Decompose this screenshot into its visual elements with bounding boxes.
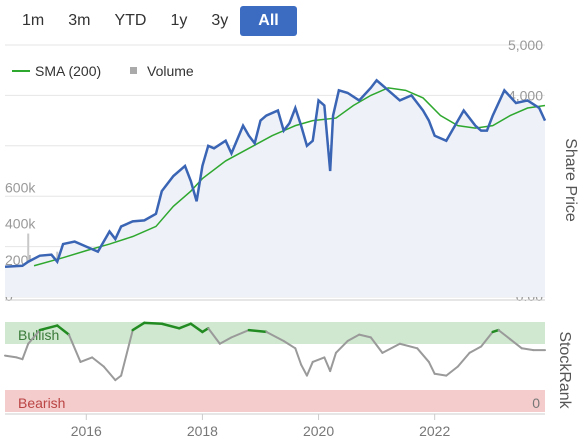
stockrank-segment xyxy=(311,356,326,363)
stockrank-segment xyxy=(218,336,233,345)
stockrank-segment xyxy=(416,347,430,363)
stockrank-segment xyxy=(509,338,523,350)
stockrank-segment xyxy=(67,333,82,363)
stockrank-segment xyxy=(56,324,71,336)
stockrank-segment xyxy=(334,340,349,354)
price-axis-title: Share Price xyxy=(562,138,578,222)
stockrank-segment xyxy=(398,342,419,350)
legend-sma-label: SMA (200) xyxy=(35,63,101,79)
price-tick-label: 4,000 xyxy=(508,87,543,103)
stockrank-segment xyxy=(427,360,436,375)
stockrank-axis-title: StockRank xyxy=(556,331,573,409)
stockrank-segment xyxy=(282,340,297,350)
price-line xyxy=(4,78,547,269)
stockrank-segment xyxy=(323,356,332,373)
x-tick-label: 2016 xyxy=(71,423,102,437)
volume-tick-label: 400k xyxy=(5,216,36,232)
bearish-label: Bearish xyxy=(18,395,65,411)
stockrank-segment xyxy=(480,330,494,348)
sma-line xyxy=(33,87,546,267)
stockrank-segment xyxy=(381,342,401,354)
stockrank-segment xyxy=(358,333,372,339)
range-button-ytd[interactable]: YTD xyxy=(114,12,147,29)
stockrank-segment xyxy=(433,372,448,377)
bearish-band xyxy=(5,390,545,412)
stockrank-segment xyxy=(102,365,117,382)
stockrank-segment xyxy=(369,336,384,354)
range-button-3y[interactable]: 3y xyxy=(211,12,229,29)
stockrank-segment xyxy=(497,329,512,341)
bullish-band xyxy=(5,322,545,344)
legend-volume-label: Volume xyxy=(147,63,194,79)
stockrank-segment xyxy=(265,330,285,343)
stockrank-segment xyxy=(294,347,303,366)
stockrank-zero-label: 0 xyxy=(532,395,540,411)
x-axis: 2016 2018 2020 2022 xyxy=(5,299,545,437)
range-selector: 1m 3m YTD 1y 3y All xyxy=(10,6,297,36)
range-button-3m[interactable]: 3m xyxy=(68,12,91,29)
stockrank-segment xyxy=(143,321,164,325)
stockrank-segment xyxy=(445,365,459,377)
stockrank-segment xyxy=(177,322,193,330)
stockrank-segment xyxy=(201,327,210,334)
price-area xyxy=(5,80,545,297)
stockrank-segment xyxy=(300,363,308,377)
stockrank-segment xyxy=(4,354,18,359)
bullish-label: Bullish xyxy=(18,327,59,343)
stockrank-segment xyxy=(91,356,105,368)
stockrank-segment xyxy=(27,329,41,345)
stockrank-segment xyxy=(38,324,59,332)
stockrank-segment xyxy=(207,327,221,345)
stockrank-segment xyxy=(15,356,24,361)
stockrank-segment xyxy=(468,345,483,354)
chart-legend: SMA (200) Volume xyxy=(12,63,194,79)
range-button-all[interactable]: All xyxy=(240,6,297,36)
stockrank-segment xyxy=(305,360,314,377)
stockrank-segment xyxy=(491,328,500,334)
x-tick-label: 2018 xyxy=(187,423,218,437)
price-panel: 1,0002,0003,0004,0005,0000.000200k400k60… xyxy=(4,37,578,304)
stockrank-segment xyxy=(456,351,471,368)
volume-tick-label: 600k xyxy=(5,179,36,195)
stockrank-segment xyxy=(131,321,146,332)
x-tick-label: 2020 xyxy=(303,423,334,437)
stockrank-segment xyxy=(160,322,181,330)
stockrank-segment xyxy=(120,329,134,377)
stockrank-segment xyxy=(329,351,337,373)
x-tick-label: 2022 xyxy=(419,423,450,437)
stockrank-segment xyxy=(230,329,250,339)
stockrank-segment xyxy=(21,342,30,361)
stockrank-segment xyxy=(247,328,268,334)
stockrank-segment xyxy=(114,374,123,382)
legend-volume-swatch xyxy=(130,67,137,74)
stockrank-panel: Bullish Bearish 0 StockRank xyxy=(4,321,573,412)
range-button-1y[interactable]: 1y xyxy=(170,12,188,29)
stockrank-segment xyxy=(520,347,535,352)
stockrank-segment xyxy=(346,333,361,343)
price-tick-label: 5,000 xyxy=(508,37,543,53)
range-button-1m[interactable]: 1m xyxy=(22,12,45,29)
stockrank-segment xyxy=(189,322,204,334)
stockrank-segment xyxy=(79,356,94,363)
